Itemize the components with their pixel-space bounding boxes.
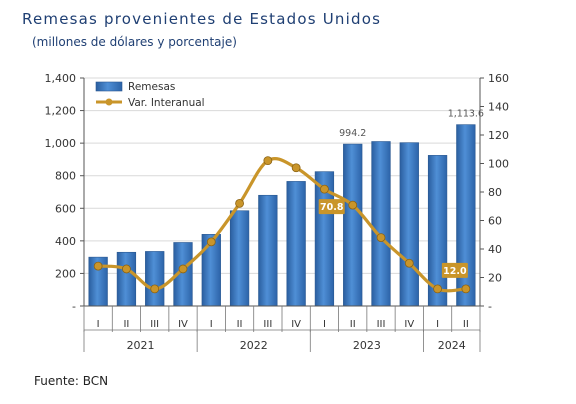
legend-line-label: Var. Interanual <box>128 97 205 109</box>
chart-title: Remesas provenientes de Estados Unidos <box>22 10 382 28</box>
year-label: 2023 <box>353 339 381 352</box>
quarter-label: II <box>237 319 243 330</box>
line-marker <box>206 237 216 247</box>
line-marker <box>320 184 329 194</box>
bar <box>229 210 250 307</box>
quarter-label: III <box>263 319 272 330</box>
bar <box>258 194 278 307</box>
bar <box>286 181 306 307</box>
line-marker <box>376 233 386 243</box>
line-marker <box>235 198 244 208</box>
left-tick-label: 1,400 <box>45 72 77 85</box>
legend-bar-swatch <box>95 81 123 92</box>
quarter-label: III <box>377 319 386 330</box>
legend-line-marker <box>105 98 113 106</box>
line-marker <box>433 284 442 294</box>
line-marker <box>93 261 103 271</box>
right-tick-label: 160 <box>488 72 509 85</box>
line-data-label: 12.0 <box>443 266 467 277</box>
data-labels: 994.2 1,113.6 70.8 12.0 <box>318 109 484 278</box>
bar <box>456 124 476 307</box>
line-data-label-box <box>318 199 345 215</box>
bar <box>343 143 363 307</box>
quarter-label: IV <box>291 319 301 330</box>
right-tick-label: - <box>488 300 492 313</box>
line-marker <box>348 200 358 210</box>
right-tick-label: 60 <box>488 215 502 228</box>
left-tick-label: 400 <box>55 235 76 248</box>
left-tick-label: - <box>72 300 76 313</box>
bar <box>145 251 165 307</box>
year-label: 2021 <box>127 339 155 352</box>
combo-chart: - 200 400 600 800 1,000 1,200 1,400 - 20 40 60 80 100… <box>45 72 509 352</box>
right-tick-label: 40 <box>488 243 502 256</box>
right-tick-label: 80 <box>488 186 502 199</box>
quarter-label: II <box>123 319 129 330</box>
line-marker <box>150 284 160 294</box>
left-tick-label: 600 <box>55 202 76 215</box>
line-marker <box>461 284 471 294</box>
year-label: 2022 <box>240 339 268 352</box>
axes: - 200 400 600 800 1,000 1,200 1,400 - 20 40 60 80 100… <box>45 72 509 352</box>
line-series <box>93 156 471 294</box>
right-tick-label: 140 <box>488 101 509 114</box>
bars <box>88 124 476 307</box>
left-tick-label: 1,000 <box>45 137 77 150</box>
quarter-label: II <box>463 319 469 330</box>
line-data-label: 70.8 <box>320 202 344 213</box>
quarter-label: II <box>350 319 356 330</box>
legend: Remesas Var. Interanual <box>95 81 205 109</box>
right-tick-label: 120 <box>488 129 509 142</box>
left-tick-label: 1,200 <box>45 105 77 118</box>
quarter-label: III <box>150 319 159 330</box>
line-marker <box>263 156 273 166</box>
quarter-label: I <box>210 319 213 330</box>
line-marker <box>178 264 188 274</box>
quarter-label: IV <box>404 319 414 330</box>
line-marker <box>291 163 301 173</box>
left-tick-label: 200 <box>55 267 76 280</box>
left-tick-label: 800 <box>55 170 76 183</box>
quarter-label: IV <box>178 319 188 330</box>
right-tick-label: 100 <box>488 158 509 171</box>
right-tick-label: 20 <box>488 272 502 285</box>
line-marker <box>122 264 131 274</box>
legend-bar-label: Remesas <box>128 81 175 93</box>
quarter-label: I <box>97 319 100 330</box>
bar-data-label: 1,113.6 <box>448 109 484 120</box>
line-marker <box>404 258 414 268</box>
source-note: Fuente: BCN <box>34 374 109 388</box>
bar <box>116 251 137 307</box>
year-label: 2024 <box>438 339 466 352</box>
quarter-label: I <box>436 319 439 330</box>
quarter-label: I <box>323 319 326 330</box>
bar <box>399 142 419 307</box>
chart-subtitle: (millones de dólares y porcentaje) <box>32 35 237 49</box>
bar <box>371 141 391 307</box>
line-data-label-box <box>441 262 468 278</box>
bar-data-label: 994.2 <box>339 128 366 139</box>
